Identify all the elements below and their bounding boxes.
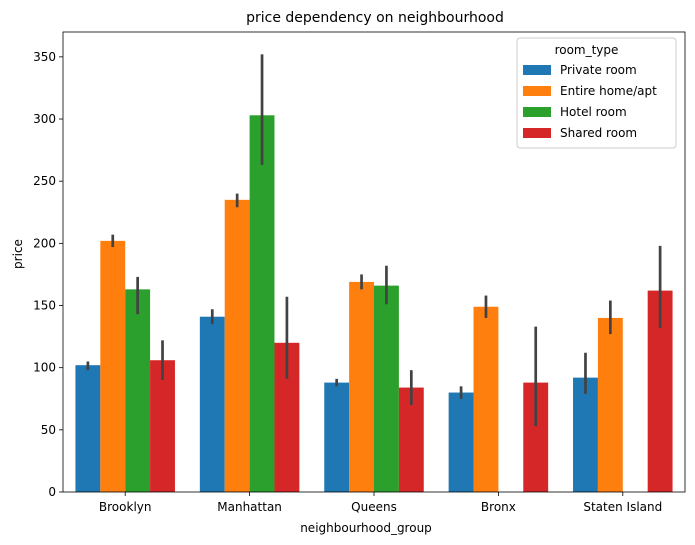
bar-bronx-entire-home-apt (473, 306, 499, 492)
legend-label: Private room (560, 63, 637, 77)
legend-box (516, 37, 677, 149)
legend-label: Hotel room (560, 105, 627, 119)
legend-swatch (523, 128, 551, 138)
bar-queens-hotel-room (374, 285, 399, 492)
y-tick-label: 100 (33, 361, 56, 375)
axes-layer: 0 50 100 150 200 250 300 350 Brooklyn Manhattan Qu… (33, 31, 686, 514)
bar-manhattan-entire-home-apt (224, 199, 250, 493)
y-tick-label: 350 (33, 50, 56, 64)
bar-brooklyn-entire-home-apt (100, 240, 126, 492)
legend-title: room_type (555, 43, 619, 57)
bar-queens-entire-home-apt (349, 281, 374, 492)
bars-layer (75, 115, 673, 493)
bar-brooklyn-private-room (75, 365, 101, 492)
bar-manhattan-private-room (199, 316, 225, 492)
x-tick-label: Staten Island (583, 500, 662, 514)
legend-swatch (523, 107, 551, 117)
y-tick-label: 300 (33, 112, 56, 126)
chart-title: price dependency on neighbourhood (246, 10, 504, 26)
bar-staten-island-private-room (573, 377, 598, 492)
x-axis-title: neighbourhood_group (300, 521, 432, 535)
bar-queens-private-room (324, 382, 350, 492)
error-bars-layer (86, 54, 662, 427)
bar-bronx-private-room (448, 392, 474, 492)
y-axis-title: price (11, 239, 25, 269)
x-tick-label: Bronx (481, 500, 516, 514)
x-tick-label: Brooklyn (99, 500, 152, 514)
y-tick-label: 200 (33, 236, 56, 250)
legend-label: Shared room (560, 126, 637, 140)
x-tick-label: Manhattan (217, 500, 282, 514)
bar-brooklyn-hotel-room (125, 289, 151, 492)
y-tick-label: 150 (33, 299, 56, 313)
y-tick-label: 250 (33, 174, 56, 188)
legend: room_type Private room Entire home/apt Hote… (516, 37, 677, 149)
legend-swatch (523, 86, 551, 96)
x-tick-label: Queens (351, 500, 397, 514)
legend-label: Entire home/apt (560, 84, 657, 98)
y-tick-label: 0 (48, 485, 56, 499)
y-tick-label: 50 (41, 423, 56, 437)
legend-swatch (523, 65, 551, 75)
bar-manhattan-hotel-room (249, 115, 275, 492)
bar-brooklyn-shared-room (150, 360, 175, 492)
bar-staten-island-entire-home-apt (597, 317, 623, 492)
